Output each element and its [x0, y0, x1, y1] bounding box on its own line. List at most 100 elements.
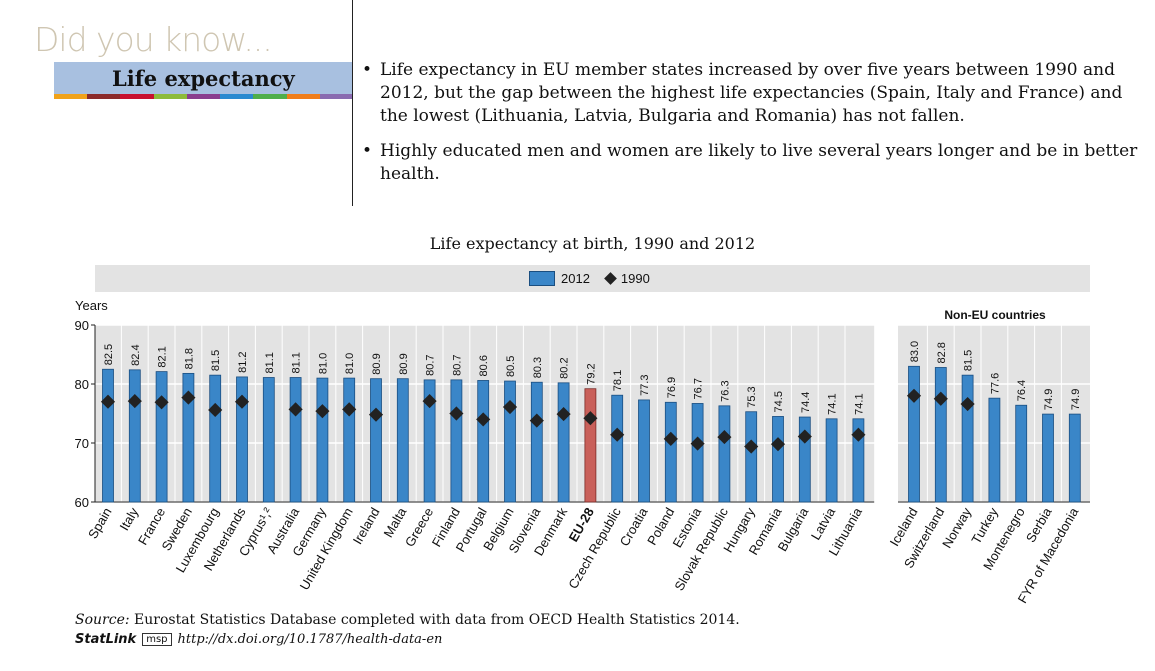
marker-1990 [100, 394, 116, 409]
bar-2012 [262, 377, 275, 503]
bar-value-label: 76.7 [693, 378, 705, 399]
marker-1990 [368, 407, 384, 422]
bar-2012 [852, 418, 865, 503]
bar-value-label: 81.1 [291, 352, 303, 373]
statlink-logo-icon: msp [142, 633, 172, 646]
bar-value-label: 81.8 [183, 348, 195, 369]
marker-1990 [717, 430, 732, 445]
y-tick-label: 80 [75, 377, 89, 392]
marker-1990 [610, 427, 625, 442]
non-eu-group-label: Non-EU countries [944, 308, 1046, 322]
bar-value-label: 80.9 [371, 353, 383, 374]
marker-1990 [583, 411, 598, 426]
bar-value-label: 74.1 [853, 393, 865, 414]
y-tick-label: 90 [75, 318, 89, 333]
marker-1990 [154, 395, 169, 410]
bullet-list: Life expectancy in EU member states incr… [362, 59, 1152, 198]
bar-2012 [988, 397, 1001, 503]
bar-value-label: 74.9 [1043, 389, 1055, 410]
stripe-segment [220, 94, 254, 99]
bar-2012 [745, 411, 758, 503]
bar-value-label: 76.3 [719, 380, 731, 401]
statlink: StatLink msp http://dx.doi.org/10.1787/h… [75, 632, 442, 647]
bar-value-label: 74.4 [800, 392, 812, 413]
marker-1990 [181, 390, 196, 405]
bar-2012 [825, 418, 838, 503]
bar-value-label: 77.3 [639, 375, 651, 396]
bar-value-label: 81.0 [344, 353, 356, 374]
marker-1990 [208, 402, 223, 418]
bar-value-label: 82.4 [130, 344, 142, 365]
y-tick-label: 60 [75, 495, 89, 510]
bar-value-label: 80.5 [505, 356, 517, 377]
marker-1990 [234, 394, 250, 409]
bar-value-label: 81.1 [264, 352, 276, 373]
bar-value-label: 80.7 [425, 354, 437, 375]
bar-2012 [611, 394, 624, 503]
statlink-label: StatLink [75, 632, 137, 647]
marker-1990 [960, 396, 975, 412]
statlink-url[interactable]: http://dx.doi.org/10.1787/health-data-en [177, 632, 443, 647]
bar-value-label: 82.1 [157, 346, 169, 367]
bar-2012 [182, 372, 195, 503]
bar-value-label: 77.6 [989, 373, 1001, 394]
marker-1990 [449, 406, 464, 421]
marker-1990 [422, 394, 437, 409]
marker-1990 [744, 439, 759, 454]
bar-value-label: 74.5 [773, 391, 785, 412]
bar-value-label: 81.0 [317, 353, 329, 374]
marker-1990 [288, 402, 303, 417]
bar-value-label: 76.4 [1016, 380, 1028, 401]
marker-1990 [529, 413, 544, 428]
bar-2012 [584, 388, 597, 503]
legend-bar: 2012 1990 [95, 265, 1090, 292]
source-text: Eurostat Statistics Database completed w… [129, 612, 740, 628]
bar-value-label: 80.6 [478, 355, 490, 376]
bar-value-label: 74.9 [1070, 389, 1082, 410]
marker-1990 [342, 402, 357, 417]
stripe-segment [54, 94, 88, 99]
bar-value-label: 76.9 [666, 377, 678, 398]
marker-1990 [797, 429, 812, 444]
bar-2012 [209, 374, 222, 503]
bar-value-label: 82.8 [936, 342, 948, 363]
bar-2012 [718, 405, 731, 503]
marker-1990 [502, 399, 518, 415]
bar-value-label: 81.5 [210, 350, 222, 371]
bar-2012 [530, 381, 543, 503]
chart-legend: 2012 1990 [529, 271, 650, 286]
chart-title: Life expectancy at birth, 1990 and 2012 [429, 234, 756, 253]
bar-2012 [155, 371, 168, 503]
marker-1990 [933, 391, 948, 406]
bar-2012 [370, 378, 382, 503]
bar-2012 [664, 401, 677, 503]
marker-1990 [690, 436, 705, 451]
marker-1990 [906, 388, 922, 403]
source-note: Source: Eurostat Statistics Database com… [75, 612, 740, 628]
color-stripe [54, 94, 353, 99]
bullet-item: Life expectancy in EU member states incr… [362, 59, 1152, 128]
bar-2012 [772, 416, 784, 503]
bar-2012 [236, 376, 248, 503]
section-title-bar: Life expectancy [54, 62, 353, 94]
category-label: Italy [116, 505, 141, 534]
source-label: Source: [75, 612, 130, 628]
stripe-segment [319, 94, 353, 99]
category-label: Ireland [350, 505, 383, 547]
bar-value-label: 79.2 [585, 363, 597, 384]
marker-1990 [127, 394, 142, 409]
bar-2012 [638, 399, 650, 503]
legend-label-1990: 1990 [620, 271, 650, 286]
bar-value-label: 80.9 [398, 353, 410, 374]
bar-2012 [1068, 413, 1081, 503]
bar-2012 [423, 379, 436, 503]
did-you-know-heading: Did you know... [34, 20, 273, 59]
divider-line [352, 0, 353, 206]
bar-value-label: 75.3 [746, 386, 758, 407]
bar-value-label: 83.0 [909, 341, 921, 362]
bar-value-label: 82.5 [103, 344, 115, 365]
stripe-segment [87, 94, 121, 99]
bar-2012 [343, 377, 356, 503]
stripe-segment [253, 94, 287, 99]
